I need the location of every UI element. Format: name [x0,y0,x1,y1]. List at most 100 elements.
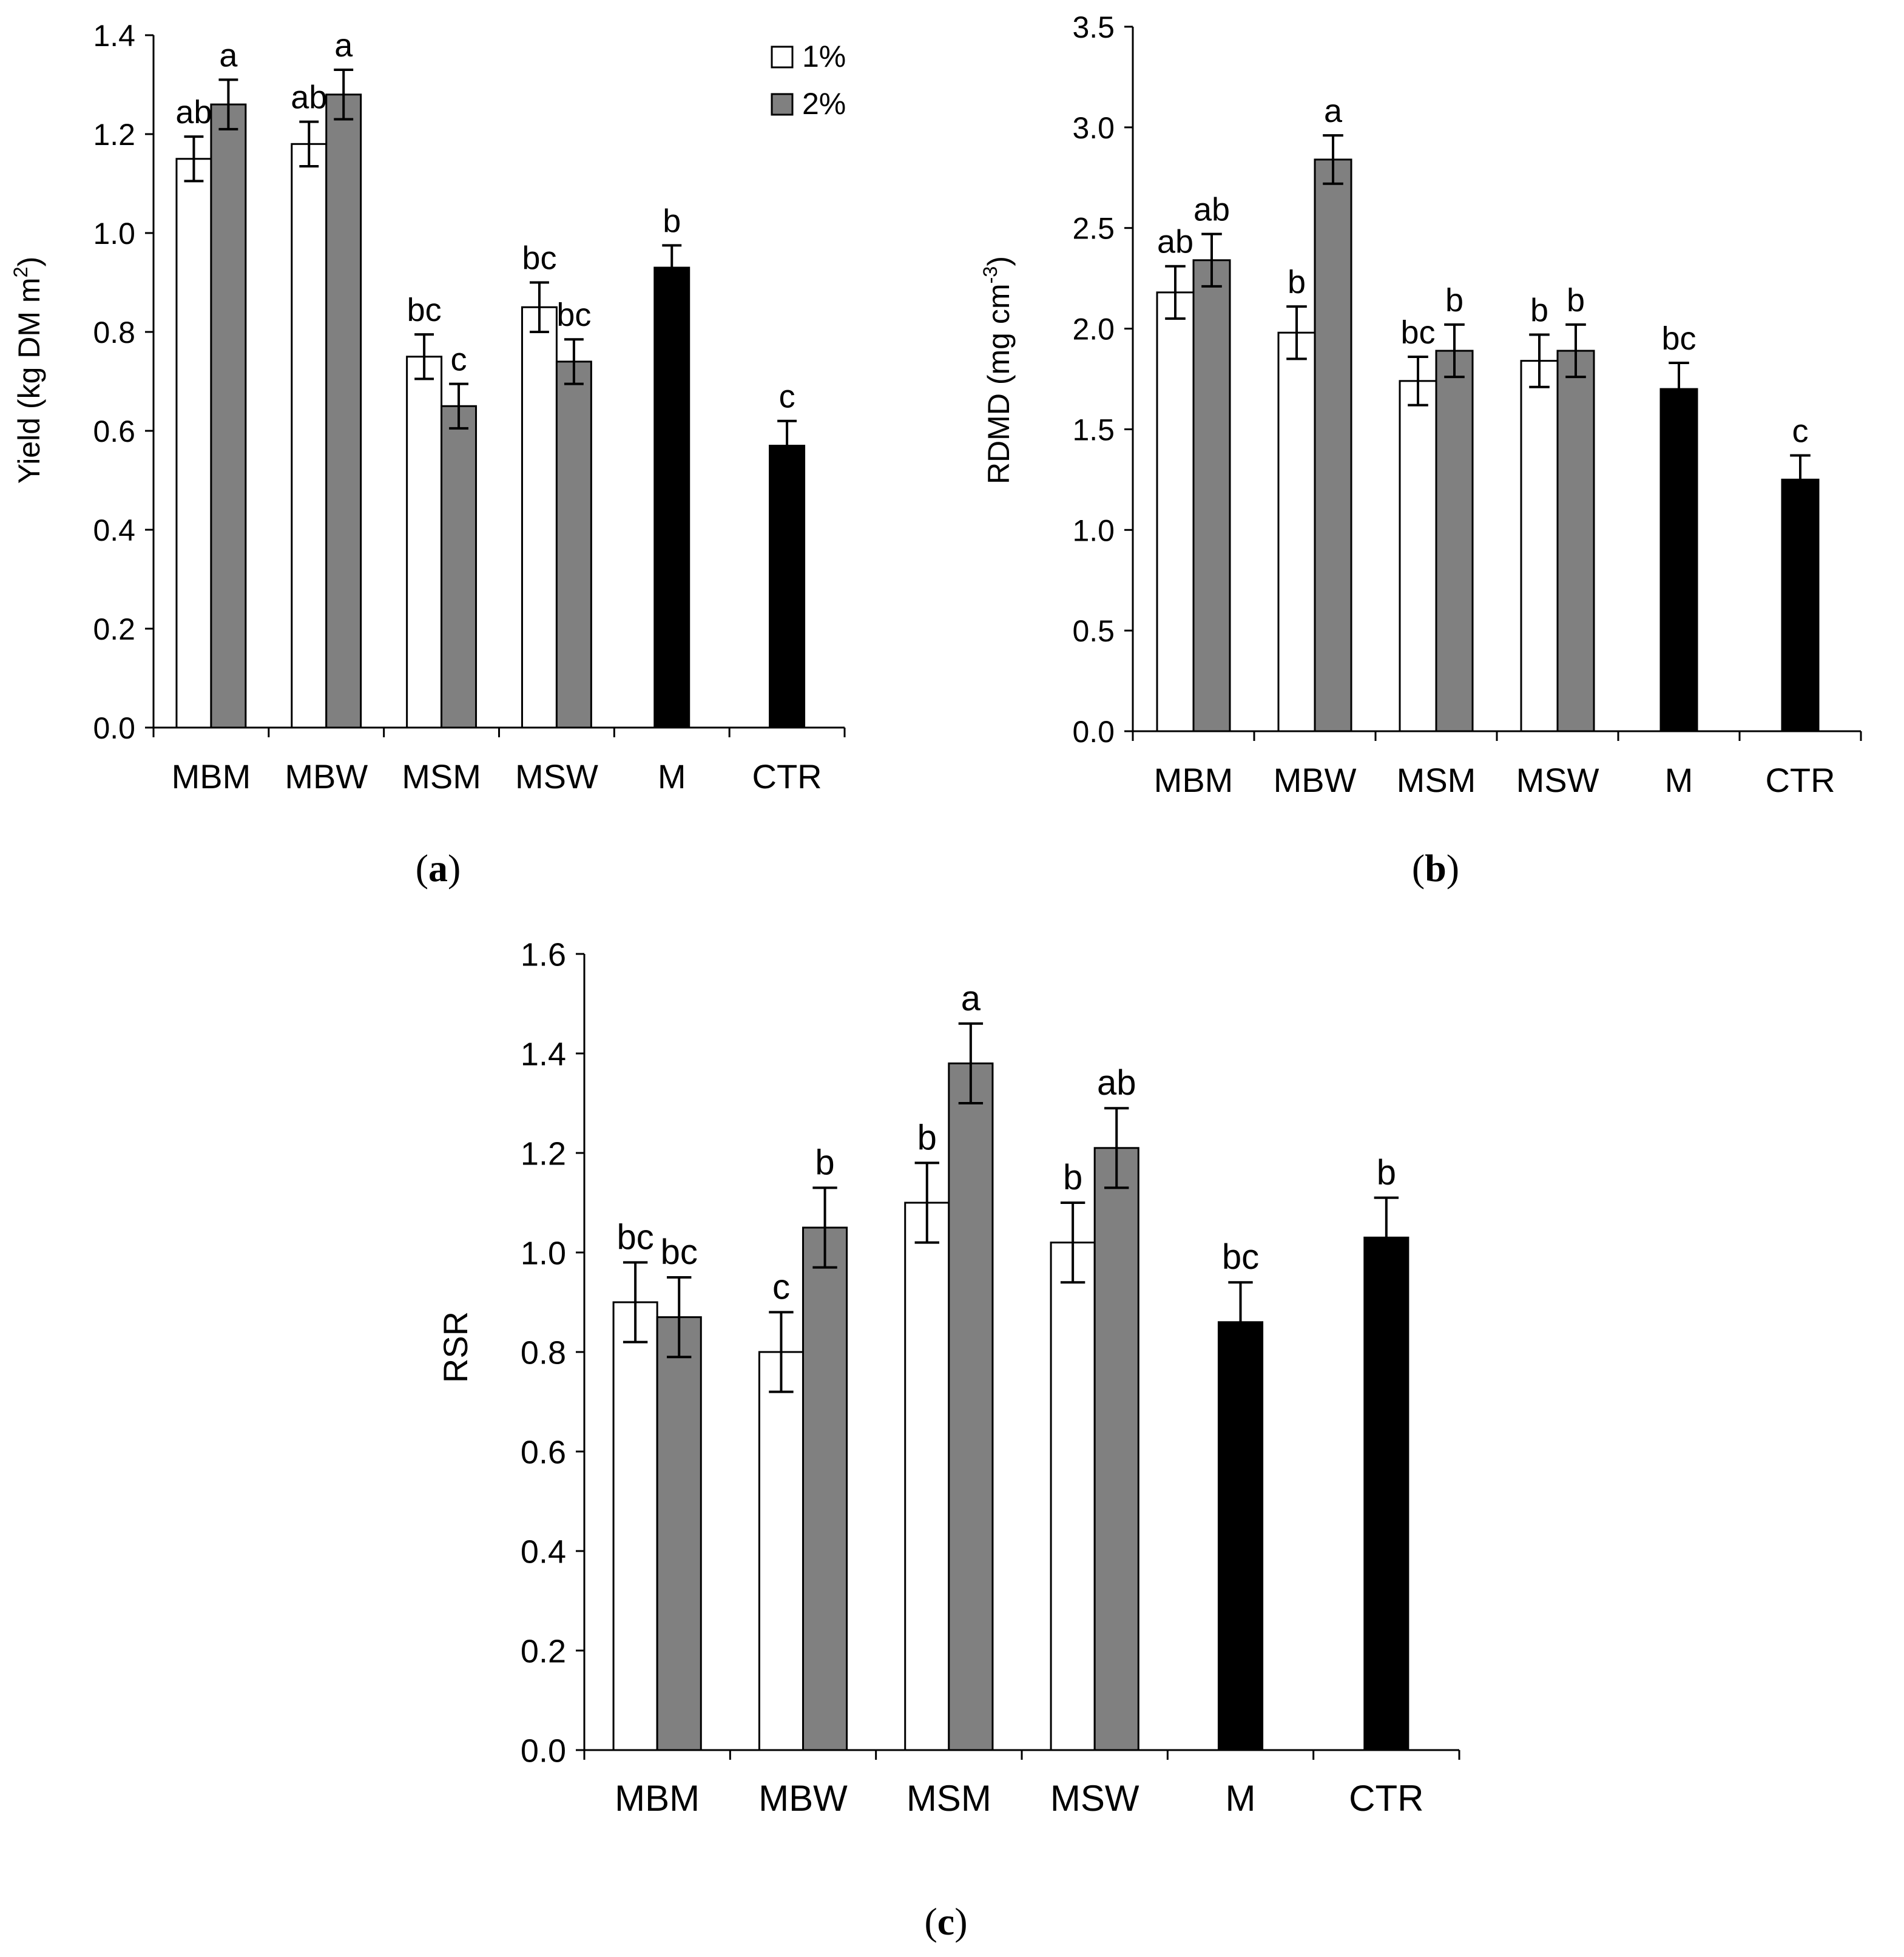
bar-single [769,444,806,729]
y-tick-label: 0.4 [521,1533,566,1570]
significance-letter: ab [1157,224,1193,260]
significance-letter: c [1792,413,1809,450]
panel-c: 0.0 0.2 0.4 0.6 0.8 1.0 1.2 1.4 1.6 MBM MBW MSM MSW M… [436,936,1460,1943]
significance-letter: bc [1222,1237,1259,1277]
significance-letter: c [772,1267,790,1306]
bar-2pct [948,1062,994,1751]
bar-2pct [1192,259,1231,732]
significance-letter: c [451,342,467,378]
category-label: MBM [172,757,251,796]
bar-2pct [656,1316,702,1751]
significance-letter: a [219,37,238,73]
category-label: MSW [515,757,598,796]
category-label: M [658,757,686,796]
significance-letter: ab [291,79,327,116]
y-tick-label: 0.2 [93,612,135,646]
significance-letter: b [917,1118,937,1157]
bar-1pct [175,158,212,729]
y-tick-label: 0.6 [521,1434,566,1470]
legend-swatch-2pct [771,93,794,116]
significance-letter: b [1288,264,1306,300]
significance-letter: ab [1097,1063,1136,1103]
significance-letter: b [1377,1153,1396,1192]
legend-label-2pct: 2% [802,87,846,121]
y-axis-label: RSR [436,1311,474,1383]
y-tick-label: 3.5 [1072,10,1115,44]
y-tick-label: 1.4 [93,19,135,53]
category-label: M [1226,1778,1256,1819]
panel-a: 0.0 0.2 0.4 0.6 0.8 1.0 1.2 1.4 MBM MBW MSM MSW M CTR… [10,19,846,890]
y-tick-label: 1.0 [521,1235,566,1271]
category-label: MSM [402,757,481,796]
bar-1pct [291,143,328,729]
y-tick-label: 2.0 [1072,313,1115,346]
bar-1pct [1520,360,1559,732]
bar-single [653,266,690,729]
bar-1pct [1399,380,1437,732]
legend-swatch-1pct [771,46,794,69]
category-label: M [1665,761,1693,799]
category-label: MSW [1516,761,1599,799]
significance-letter: bc [1400,314,1435,351]
panel-b: 0.0 0.5 1.0 1.5 2.0 2.5 3.0 3.5 MBM MBW MSM MSW M CTR… [979,10,1862,890]
bar-2pct [1435,350,1474,732]
bar-2pct [325,93,362,729]
bar-2pct [1093,1147,1139,1751]
bar-1pct [406,356,443,729]
bar-single [1781,478,1820,732]
bar-2pct [210,103,247,729]
panel-caption: (c) [924,1900,967,1943]
bar-2pct [441,405,478,729]
y-tick-label: 0.6 [93,414,135,448]
bar-2pct [555,360,592,729]
y-tick-label: 2.5 [1072,212,1115,246]
y-tick-label: 0.0 [93,711,135,745]
significance-letter: b [815,1143,834,1182]
category-label: MSW [1050,1778,1139,1819]
bar-1pct [1050,1242,1096,1751]
significance-letter: bc [616,1217,653,1257]
significance-letter: ab [1193,192,1230,228]
y-tick-label: 0.0 [1072,715,1115,749]
y-tick-label: 1.0 [1072,513,1115,547]
significance-letter: b [1063,1158,1082,1197]
legend: 1% 2% [771,39,846,121]
y-tick-label: 0.4 [93,513,135,547]
bar-1pct [1156,291,1195,732]
bar-single [1217,1321,1264,1751]
bar-1pct [521,306,558,729]
y-tick-label: 0.8 [521,1334,566,1371]
significance-letter: bc [522,240,556,277]
y-tick-label: 3.0 [1072,111,1115,145]
panel-caption: (a) [416,847,461,890]
y-tick-label: 1.0 [93,217,135,251]
bar-1pct [612,1301,658,1751]
bar-1pct [904,1202,950,1751]
category-label: MBW [285,757,368,796]
y-tick-label: 1.2 [93,118,135,152]
y-tick-label: 0.8 [93,316,135,350]
category-label: MSM [1397,761,1476,799]
significance-letter: bc [661,1232,698,1272]
significance-letter: a [961,979,981,1018]
significance-letter: ab [175,94,212,130]
category-label: MBW [758,1778,848,1819]
y-tick-label: 0.0 [521,1732,566,1769]
legend-label-1pct: 1% [802,39,846,73]
significance-letter: c [779,379,795,415]
significance-letter: b [1530,292,1548,329]
bar-2pct [1556,350,1595,732]
category-label: MBM [615,1778,700,1819]
bar-1pct [758,1351,805,1751]
bar-2pct [802,1226,848,1751]
significance-letter: a [334,27,353,64]
y-tick-label: 1.2 [521,1135,566,1172]
bar-2pct [1314,158,1352,732]
significance-letter: b [1567,282,1585,319]
y-tick-label: 1.5 [1072,413,1115,447]
y-tick-label: 0.2 [521,1633,566,1669]
bar-1pct [1277,331,1316,732]
significance-letter: b [663,203,681,239]
significance-letter: b [1445,282,1463,319]
